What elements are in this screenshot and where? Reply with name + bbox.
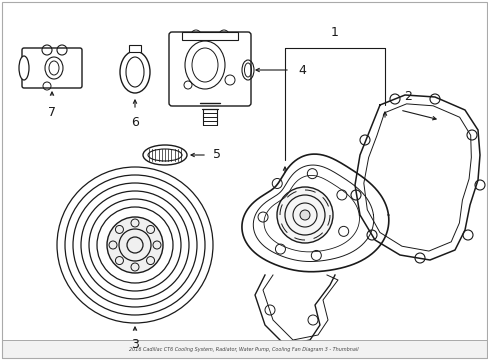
Ellipse shape [19, 56, 29, 80]
Circle shape [276, 187, 332, 243]
FancyBboxPatch shape [22, 48, 82, 88]
Text: 5: 5 [213, 148, 221, 162]
FancyBboxPatch shape [129, 45, 141, 52]
Circle shape [107, 217, 163, 273]
FancyBboxPatch shape [182, 32, 238, 40]
Text: 7: 7 [48, 105, 56, 118]
Circle shape [299, 210, 309, 220]
Text: 3: 3 [131, 338, 139, 351]
Text: 1: 1 [330, 26, 338, 39]
Text: 6: 6 [131, 116, 139, 129]
FancyBboxPatch shape [169, 32, 250, 106]
Text: 4: 4 [298, 63, 305, 77]
FancyBboxPatch shape [2, 340, 486, 358]
Text: 2: 2 [403, 90, 411, 104]
Text: 2016 Cadillac CT6 Cooling System, Radiator, Water Pump, Cooling Fan Diagram 3 - : 2016 Cadillac CT6 Cooling System, Radiat… [129, 346, 358, 351]
